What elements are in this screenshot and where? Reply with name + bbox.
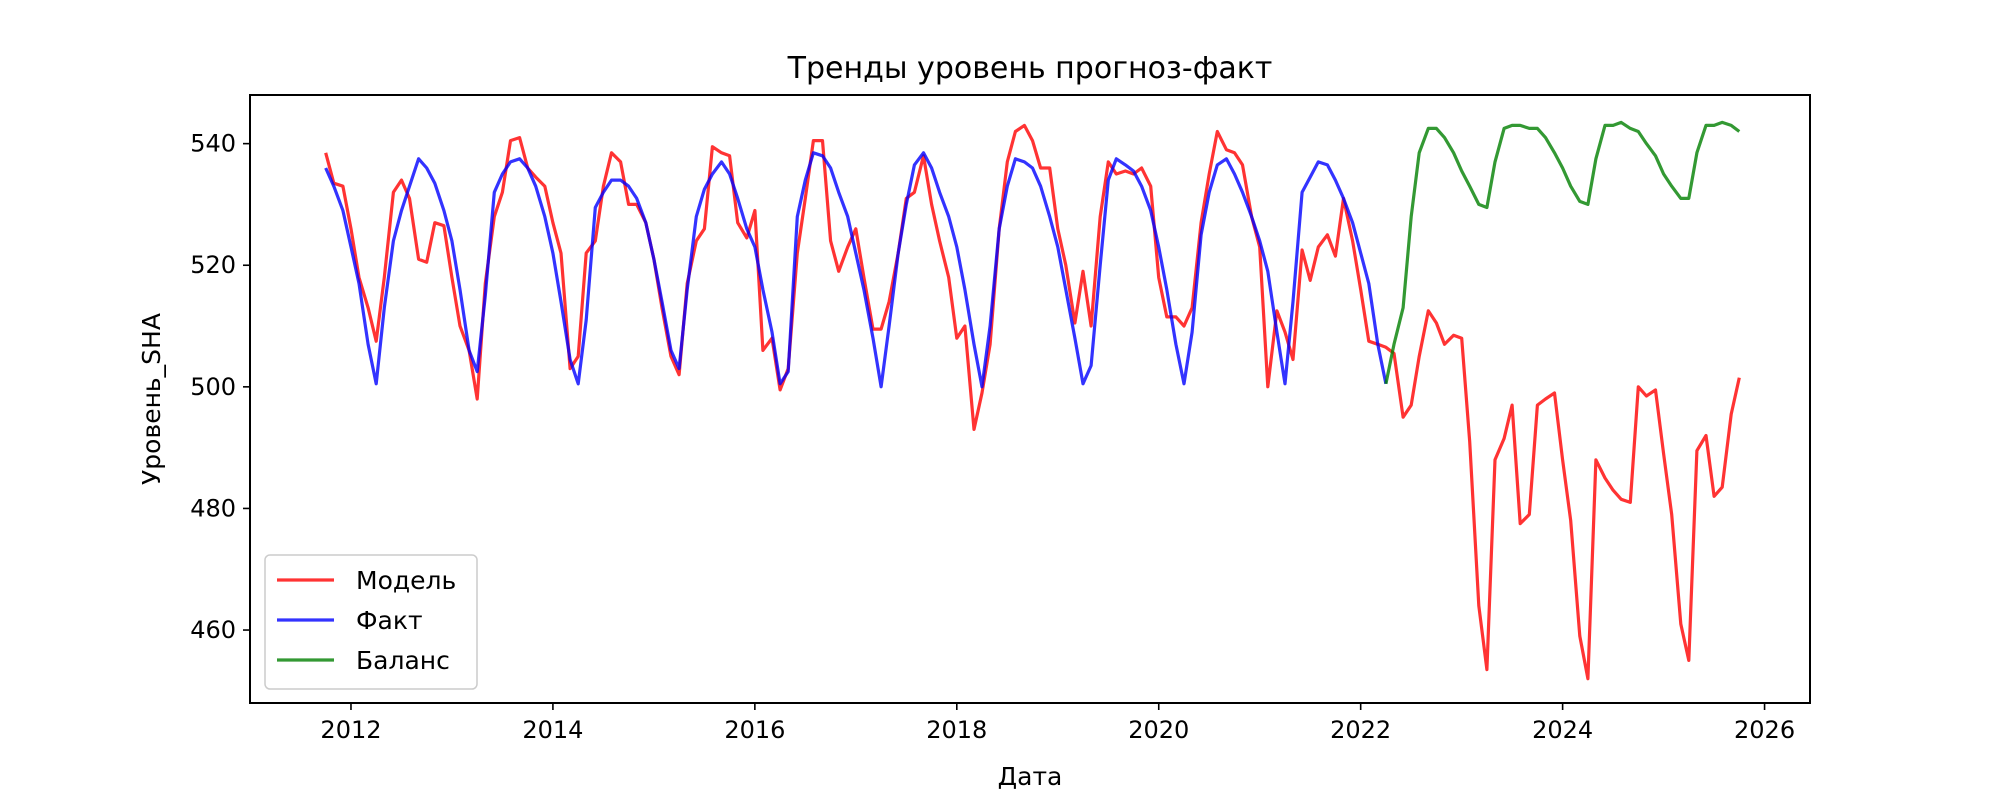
x-tick-label: 2016 <box>724 716 785 744</box>
chart-title: Тренды уровень прогноз-факт <box>787 51 1273 86</box>
x-tick-label: 2024 <box>1532 716 1593 744</box>
x-tick-label: 2014 <box>522 716 583 744</box>
x-tick-label: 2012 <box>320 716 381 744</box>
y-tick-label: 540 <box>190 130 236 158</box>
y-tick-label: 480 <box>190 494 236 522</box>
y-tick-label: 520 <box>190 251 236 279</box>
plot-frame <box>249 94 1811 704</box>
legend-label-1: Модель <box>356 566 456 595</box>
x-axis: 2012 2014 2016 2018 2020 2022 2024 2026 <box>320 703 1795 744</box>
y-axis-title: Уровень_SHA <box>137 313 166 485</box>
y-tick-label: 500 <box>190 373 236 401</box>
series-line-3 <box>1384 120 1741 385</box>
series-layer <box>324 120 1741 681</box>
series-line-2 <box>324 151 1388 389</box>
x-tick-label: 2018 <box>926 716 987 744</box>
legend-label-3: Баланс <box>356 646 450 675</box>
legend-box <box>264 554 478 690</box>
legend: Модель Факт Баланс <box>264 554 478 690</box>
series-line-1 <box>324 123 1741 681</box>
x-tick-label: 2020 <box>1128 716 1189 744</box>
y-axis: 460 480 500 520 540 <box>190 130 250 644</box>
x-axis-title: Дата <box>998 762 1063 791</box>
x-tick-label: 2022 <box>1330 716 1391 744</box>
y-tick-label: 460 <box>190 616 236 644</box>
legend-label-2: Факт <box>356 606 423 635</box>
x-tick-label: 2026 <box>1734 716 1795 744</box>
